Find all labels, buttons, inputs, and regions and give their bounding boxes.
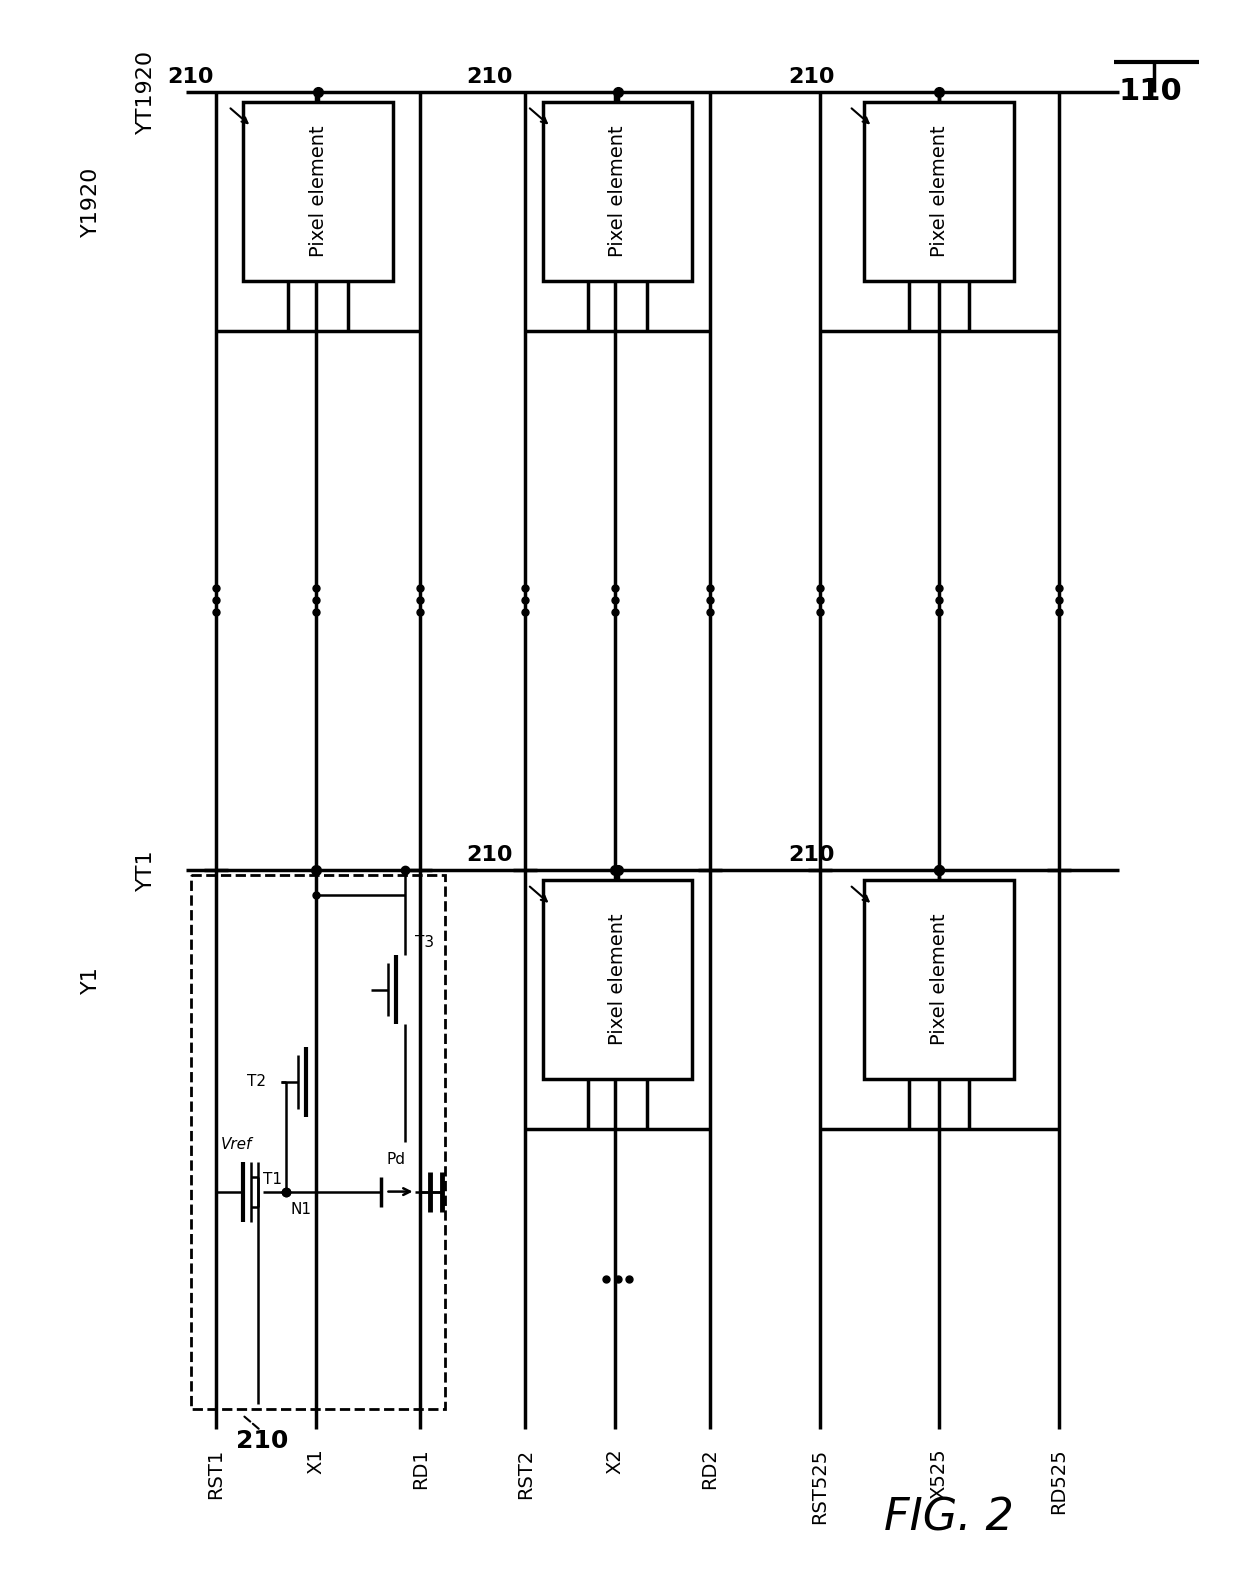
Text: N1: N1 [290, 1201, 311, 1217]
Text: X2: X2 [605, 1448, 625, 1475]
Text: Pixel element: Pixel element [309, 126, 327, 257]
Bar [864, 880, 1014, 1080]
Text: 110: 110 [1118, 77, 1183, 105]
Text: Vref: Vref [221, 1136, 252, 1152]
Text: RST2: RST2 [516, 1448, 534, 1498]
Text: 210: 210 [466, 66, 513, 87]
Text: 210: 210 [787, 66, 835, 87]
Bar [543, 880, 692, 1080]
Text: RD2: RD2 [701, 1448, 719, 1489]
Text: YT1920: YT1920 [136, 49, 156, 134]
Text: Y1: Y1 [81, 965, 102, 993]
Text: Pixel element: Pixel element [608, 126, 627, 257]
Text: T1: T1 [263, 1171, 283, 1187]
Text: 210: 210 [787, 845, 835, 864]
Text: T2: T2 [247, 1075, 265, 1089]
Text: RD1: RD1 [410, 1448, 430, 1489]
Text: Pixel element: Pixel element [930, 126, 949, 257]
Bar [543, 102, 692, 282]
Text: 210: 210 [167, 66, 213, 87]
Text: Pd: Pd [386, 1152, 405, 1166]
Text: 210: 210 [236, 1429, 288, 1453]
Text: FIG. 2: FIG. 2 [884, 1497, 1014, 1539]
Text: X525: X525 [930, 1448, 949, 1500]
Text: T3: T3 [415, 935, 434, 949]
Text: Pixel element: Pixel element [930, 914, 949, 1045]
Bar [864, 102, 1014, 282]
Bar [191, 875, 445, 1409]
Text: RST525: RST525 [810, 1448, 830, 1524]
Bar [243, 102, 393, 282]
Text: Pixel element: Pixel element [608, 914, 627, 1045]
Text: Y1920: Y1920 [81, 167, 102, 236]
Text: 210: 210 [466, 845, 513, 864]
Text: X1: X1 [306, 1448, 325, 1475]
Text: YT1: YT1 [136, 848, 156, 891]
Text: RST1: RST1 [206, 1448, 226, 1498]
Text: RD525: RD525 [1049, 1448, 1069, 1514]
